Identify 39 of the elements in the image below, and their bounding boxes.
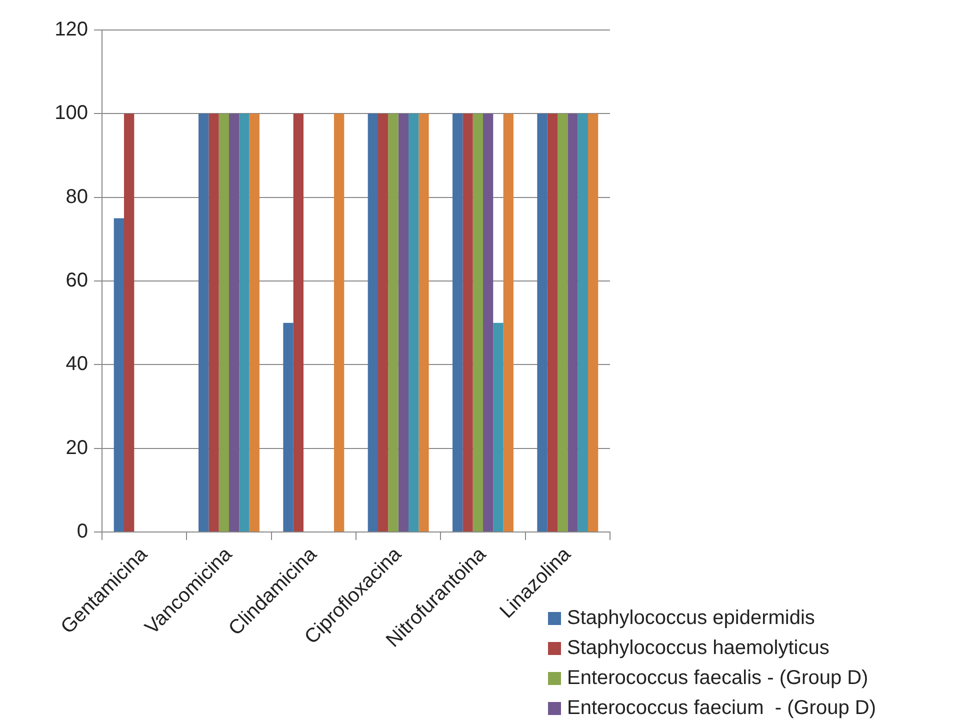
bar xyxy=(229,114,240,532)
bar xyxy=(568,114,578,532)
bar xyxy=(452,114,463,532)
bar xyxy=(588,114,598,532)
bar xyxy=(408,114,419,532)
bar xyxy=(114,218,124,532)
bar xyxy=(483,114,494,532)
legend-label: Staphylococcus haemolyticus xyxy=(567,636,830,660)
bar xyxy=(472,114,483,532)
bar xyxy=(578,114,588,532)
legend-label: Enterococcus faecalis - (Group D) xyxy=(567,666,868,690)
bar xyxy=(334,114,344,532)
y-tick-label: 60 xyxy=(66,270,88,292)
bar xyxy=(378,114,388,532)
bar xyxy=(398,114,408,532)
bar xyxy=(208,114,219,532)
bar xyxy=(218,114,229,532)
bar xyxy=(462,114,473,532)
bar xyxy=(239,114,250,532)
y-tick-label: 100 xyxy=(54,102,88,124)
bar xyxy=(293,114,304,532)
y-tick-label: 80 xyxy=(66,186,88,208)
bar xyxy=(547,114,558,532)
bar xyxy=(124,114,134,532)
y-tick-label: 20 xyxy=(66,436,88,459)
bar xyxy=(558,114,568,532)
y-tick-label: 120 xyxy=(54,18,88,41)
legend-label: Enterococcus faecium - (Group D) xyxy=(567,696,876,720)
bar xyxy=(368,114,378,532)
bar xyxy=(537,114,548,532)
bar xyxy=(388,114,398,532)
y-tick-label: 0 xyxy=(76,520,88,543)
bar xyxy=(198,114,209,532)
bar xyxy=(493,322,504,532)
y-tick-label: 40 xyxy=(66,353,88,376)
bar xyxy=(418,114,429,532)
bar xyxy=(503,114,514,532)
bar xyxy=(249,114,260,532)
bar xyxy=(283,322,294,532)
